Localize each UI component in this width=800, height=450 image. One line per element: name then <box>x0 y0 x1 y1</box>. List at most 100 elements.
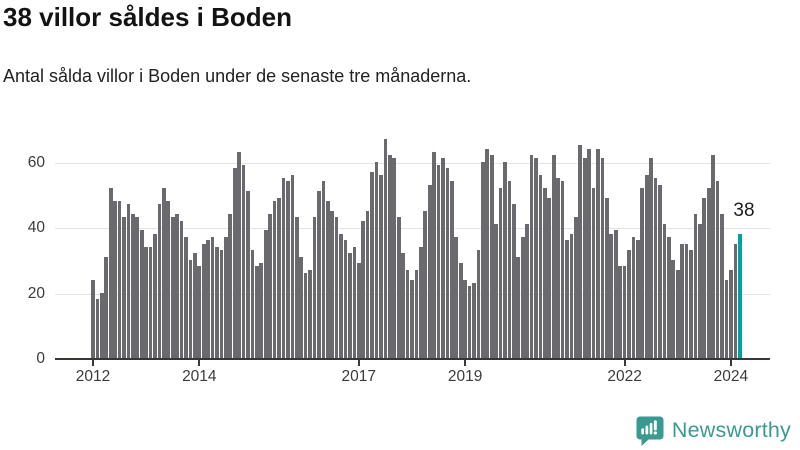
bar <box>480 161 485 358</box>
bar <box>569 233 574 358</box>
bar <box>600 158 605 358</box>
bar <box>370 171 374 358</box>
bar <box>228 214 233 358</box>
bar <box>680 243 685 358</box>
bar <box>631 236 636 358</box>
bar <box>100 292 104 358</box>
bar <box>272 200 277 358</box>
bar <box>715 181 720 358</box>
bar <box>153 233 157 358</box>
bar <box>574 217 578 358</box>
bar <box>702 197 707 358</box>
x-axis-tick <box>198 360 201 366</box>
bar <box>463 279 467 358</box>
bar <box>436 165 441 358</box>
bar <box>622 266 627 358</box>
bar <box>472 282 476 358</box>
bar <box>170 217 175 358</box>
bar <box>427 184 432 358</box>
bar <box>640 187 645 358</box>
bar <box>507 181 512 358</box>
y-axis-label: 20 <box>27 284 45 302</box>
bar <box>294 217 299 358</box>
bar <box>219 250 224 358</box>
bar <box>166 200 171 358</box>
x-axis-tick <box>464 360 467 366</box>
bar <box>201 243 206 358</box>
bar <box>379 174 383 358</box>
bar <box>303 272 308 358</box>
bar <box>649 158 654 358</box>
bar <box>658 184 662 358</box>
value-annotation: 38 <box>733 200 755 221</box>
bar <box>711 155 716 358</box>
bar <box>410 279 414 358</box>
bar <box>423 210 428 358</box>
bar <box>565 240 569 358</box>
bar <box>689 250 693 358</box>
bar <box>578 145 583 358</box>
bar <box>268 214 273 358</box>
bar <box>299 256 304 358</box>
bar <box>126 204 131 358</box>
x-axis-tick <box>623 360 626 366</box>
bar <box>605 197 609 358</box>
y-axis-label: 40 <box>27 219 45 237</box>
bar <box>286 181 290 358</box>
bar <box>445 168 450 358</box>
bar <box>587 148 591 358</box>
bar <box>454 236 459 358</box>
bar <box>361 220 366 358</box>
bar <box>498 187 503 358</box>
x-axis-label: 2019 <box>447 368 483 385</box>
bar <box>582 158 587 358</box>
bar <box>135 217 140 358</box>
x-axis-label: 2024 <box>713 368 749 385</box>
bar <box>489 155 494 358</box>
gridline <box>55 228 770 230</box>
bar <box>693 214 698 358</box>
bar <box>179 220 184 358</box>
newsworthy-wordmark: Newsworthy <box>671 418 791 442</box>
bar <box>277 197 281 358</box>
bar <box>348 253 352 358</box>
bar <box>148 246 153 358</box>
bar <box>551 155 556 358</box>
plot-area: 0 20 40 60 2012 2014 2017 2019 2022 2024 <box>28 130 770 385</box>
bar <box>91 279 95 358</box>
bar <box>667 236 671 358</box>
bar <box>246 191 250 358</box>
x-axis-label: 2017 <box>341 368 377 385</box>
bar <box>352 246 357 358</box>
bar <box>281 178 286 358</box>
bar <box>503 161 507 358</box>
bar <box>516 256 521 358</box>
bar <box>512 204 516 358</box>
bar <box>543 187 547 358</box>
bar <box>188 259 193 358</box>
bar <box>724 279 729 358</box>
x-axis-label: 2012 <box>75 368 111 385</box>
bar <box>613 230 618 358</box>
bar <box>144 246 148 358</box>
bar <box>529 155 534 358</box>
bar <box>494 223 498 358</box>
bar <box>414 269 419 358</box>
bar <box>290 174 295 358</box>
bar <box>729 269 733 358</box>
bar <box>644 174 649 358</box>
y-axis-label: 60 <box>27 153 45 171</box>
bar <box>538 174 543 358</box>
bar <box>392 158 397 358</box>
bar <box>675 269 680 358</box>
bar <box>441 158 445 358</box>
bar <box>418 246 423 358</box>
bar <box>113 200 117 358</box>
bar <box>117 200 122 358</box>
bar <box>733 243 738 358</box>
bar <box>534 158 538 358</box>
x-axis-tick <box>357 360 360 366</box>
newsworthy-logo: Newsworthy <box>635 415 791 446</box>
bar <box>449 181 454 358</box>
gridline <box>55 162 770 164</box>
